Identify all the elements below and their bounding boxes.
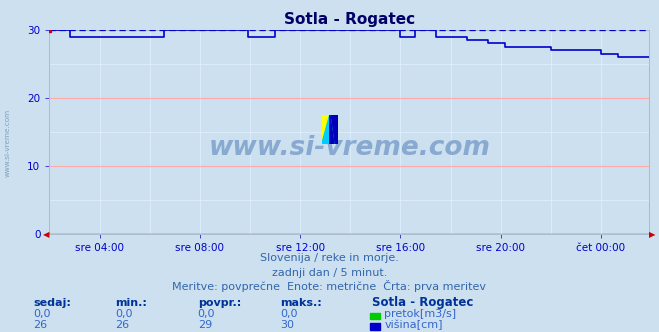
Polygon shape [322, 115, 330, 144]
Text: ◀: ◀ [43, 229, 49, 239]
Text: www.si-vreme.com: www.si-vreme.com [208, 135, 490, 161]
Text: 0,0: 0,0 [115, 309, 133, 319]
Text: sedaj:: sedaj: [33, 298, 71, 308]
Text: Sotla - Rogatec: Sotla - Rogatec [372, 296, 474, 309]
Title: Sotla - Rogatec: Sotla - Rogatec [284, 12, 415, 27]
Text: Slovenija / reke in morje.: Slovenija / reke in morje. [260, 253, 399, 263]
Text: 26: 26 [33, 320, 47, 330]
Text: pretok[m3/s]: pretok[m3/s] [384, 309, 456, 319]
Text: povpr.:: povpr.: [198, 298, 241, 308]
Polygon shape [330, 115, 338, 144]
Polygon shape [330, 115, 334, 144]
Text: 0,0: 0,0 [198, 309, 215, 319]
Text: ▶: ▶ [649, 229, 656, 239]
Text: min.:: min.: [115, 298, 147, 308]
Text: 0,0: 0,0 [33, 309, 51, 319]
Text: 26: 26 [115, 320, 129, 330]
Text: 0,0: 0,0 [280, 309, 298, 319]
Text: zadnji dan / 5 minut.: zadnji dan / 5 minut. [272, 268, 387, 278]
Text: 29: 29 [198, 320, 212, 330]
Polygon shape [322, 115, 334, 144]
Text: maks.:: maks.: [280, 298, 322, 308]
Text: 30: 30 [280, 320, 294, 330]
Text: Meritve: povprečne  Enote: metrične  Črta: prva meritev: Meritve: povprečne Enote: metrične Črta:… [173, 280, 486, 292]
Text: višina[cm]: višina[cm] [384, 320, 443, 330]
Text: www.si-vreme.com: www.si-vreme.com [5, 109, 11, 177]
